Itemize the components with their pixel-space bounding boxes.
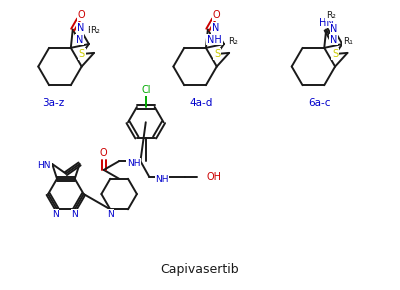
Text: N: N — [212, 23, 220, 33]
Text: Capivasertib: Capivasertib — [161, 263, 239, 276]
Text: N: N — [330, 24, 338, 34]
Text: HN: HN — [38, 162, 51, 171]
Text: O: O — [100, 148, 108, 158]
Text: Cl: Cl — [141, 85, 150, 95]
Text: O: O — [77, 10, 85, 20]
Text: 3a-z: 3a-z — [42, 98, 64, 108]
Text: HN: HN — [319, 18, 334, 28]
Text: N: N — [52, 210, 58, 219]
Text: N: N — [77, 23, 84, 33]
Text: S: S — [79, 49, 85, 59]
Text: S: S — [332, 49, 338, 59]
Text: S: S — [214, 49, 220, 59]
Text: O: O — [212, 10, 220, 20]
Text: NH: NH — [207, 35, 222, 45]
Text: R₂: R₂ — [228, 37, 238, 46]
Text: N: N — [76, 35, 83, 45]
Text: R₁: R₁ — [343, 37, 353, 46]
Text: R₁: R₁ — [87, 26, 97, 35]
Text: R₂: R₂ — [326, 11, 336, 20]
Text: OH: OH — [206, 172, 221, 182]
Text: N: N — [71, 210, 78, 219]
Text: NH: NH — [155, 175, 169, 184]
Text: N: N — [107, 210, 114, 219]
Text: NH: NH — [127, 159, 140, 168]
Text: 6a-c: 6a-c — [309, 98, 331, 108]
Text: N: N — [330, 35, 338, 45]
Text: R₂: R₂ — [90, 26, 100, 35]
Text: 4a-d: 4a-d — [190, 98, 213, 108]
